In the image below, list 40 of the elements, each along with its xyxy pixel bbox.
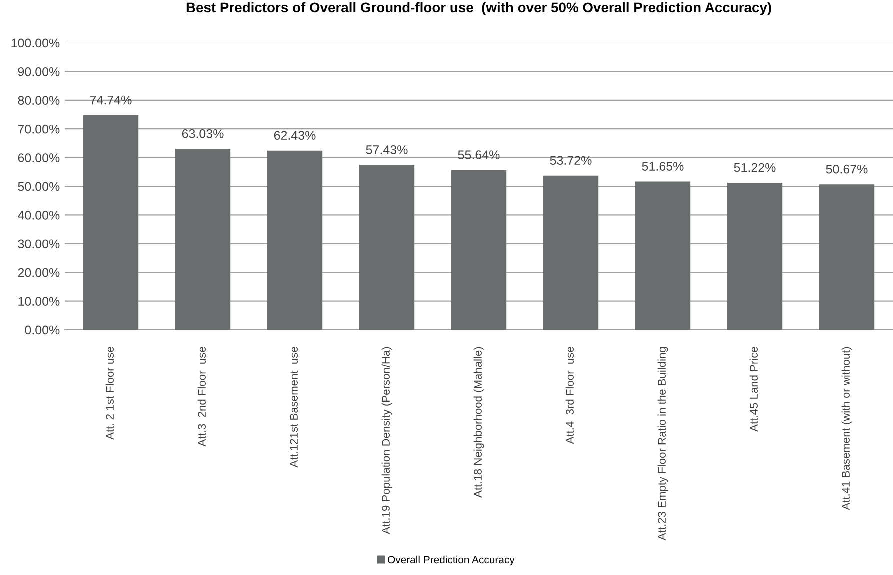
y-tick-label: 10.00%	[18, 297, 60, 306]
y-tick-label: 90.00%	[18, 68, 60, 76]
x-tick-label: Att.4 3rd Floor use	[566, 347, 574, 444]
y-tick-label: 20.00%	[18, 268, 60, 278]
data-label: 74.74%	[90, 96, 132, 105]
x-tick-label: Att.121st Basement use	[290, 347, 298, 468]
data-label: 62.43%	[274, 131, 316, 140]
x-tick-label: Att.19 Population Density (Person/Ha)	[382, 347, 392, 534]
data-label: 55.64%	[458, 150, 500, 160]
x-tick-label: Att.41 Basement (with or without)	[842, 347, 852, 510]
y-tick-label: 70.00%	[18, 124, 60, 134]
bar	[83, 115, 139, 330]
bar	[175, 149, 231, 330]
x-tick-label: Att.23 Empty Floor Ratio in the Building	[658, 347, 668, 541]
x-tick-label: Att.18 Neighborhood (Mahalle)	[474, 347, 484, 498]
data-label: 63.03%	[182, 129, 224, 138]
data-label: 51.65%	[642, 162, 684, 171]
data-label: 50.67%	[826, 164, 868, 174]
y-tick-label: 100.00%	[12, 38, 60, 48]
data-label: 57.43%	[366, 146, 408, 154]
chart-title: Best Predictors of Overall Ground-floor use (with over 50% Overall Prediction Accuracy)	[186, 2, 772, 16]
x-tick-label: Att. 2 1st Floor use	[106, 347, 114, 440]
x-tick-label: Att.45 Land Price	[750, 347, 758, 432]
y-tick-label: 0.00%	[25, 326, 60, 335]
y-tick-label: 50.00%	[18, 182, 60, 192]
data-label: 51.22%	[734, 163, 776, 172]
bar	[819, 184, 875, 330]
y-tick-label: 60.00%	[18, 154, 60, 162]
bar	[543, 176, 599, 330]
bar	[359, 165, 415, 330]
y-tick-label: 80.00%	[18, 96, 60, 106]
y-tick-label: 30.00%	[18, 240, 60, 249]
bar	[451, 170, 507, 330]
bar	[635, 182, 691, 330]
legend-label: Overall Prediction Accuracy	[388, 556, 515, 566]
x-tick-label: Att.3 2nd Floor use	[198, 347, 206, 447]
y-tick-label: 40.00%	[18, 211, 60, 220]
bar	[727, 183, 783, 330]
bar	[267, 150, 323, 330]
data-label: 53.72%	[550, 156, 592, 166]
